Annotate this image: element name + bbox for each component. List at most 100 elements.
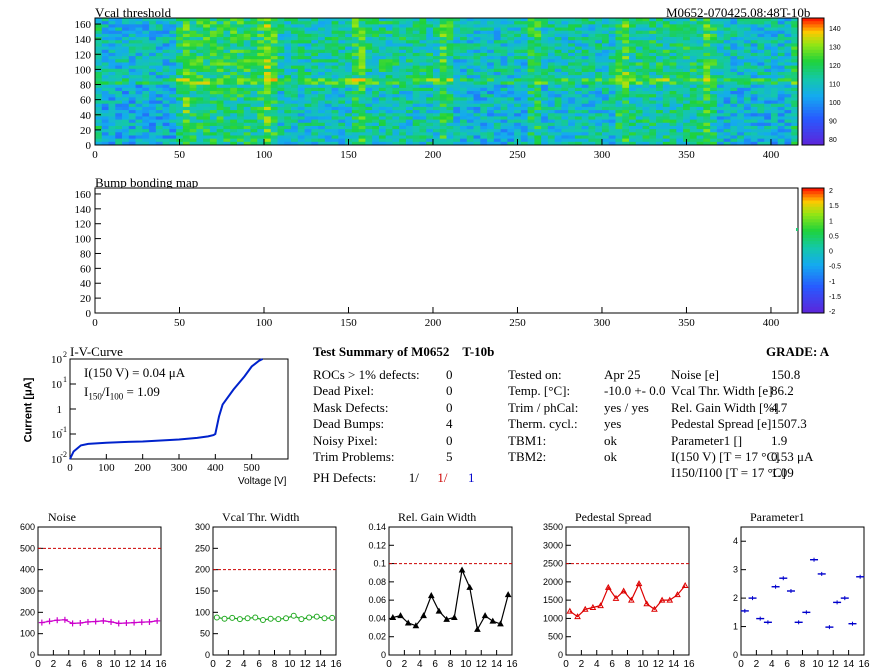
small-chart-xtick-label: 14 xyxy=(315,659,327,670)
vcal-scale-label: 90 xyxy=(829,119,837,126)
small-chart-point xyxy=(674,591,681,598)
summary-right-value: 4.7 xyxy=(771,399,788,415)
small-chart-4 xyxy=(740,526,865,656)
iv-ytick-label: 10 xyxy=(51,354,63,366)
small-chart-point xyxy=(581,605,589,612)
small-chart-ytick-label: 1000 xyxy=(543,613,563,623)
summary-mid-value: ok xyxy=(604,432,617,448)
iv-xtick-label: 500 xyxy=(243,462,260,474)
vcal-map-xtick-label: 100 xyxy=(256,149,273,161)
bump-map-xtick-label: 50 xyxy=(174,317,186,329)
iv-xtick-label: 0 xyxy=(67,462,73,474)
bump-scale-label: 2 xyxy=(829,188,833,195)
small-chart-point xyxy=(635,580,643,587)
small-chart-point xyxy=(229,614,236,621)
small-chart-point xyxy=(313,613,320,620)
small-chart-point xyxy=(443,615,451,622)
vcal-map-ytick-label: 140 xyxy=(75,34,92,46)
summary-left-value: 0 xyxy=(446,432,453,448)
summary-title: Test Summary of M0652 T-10b xyxy=(313,344,494,360)
small-chart-series-line xyxy=(569,582,686,618)
small-chart-xtick-label: 10 xyxy=(812,659,824,670)
small-chart-point xyxy=(397,612,404,619)
small-chart-point xyxy=(666,596,674,603)
small-chart-point xyxy=(404,619,412,626)
ph-defects: PH Defects: 1/ 1/ 1 xyxy=(313,470,474,486)
summary-mid-label: Trim / phCal: xyxy=(508,399,579,415)
bump-map-ytick-label: 20 xyxy=(80,293,92,305)
summary-left-label: Dead Pixel: xyxy=(313,383,375,399)
small-chart-xtick-label: 16 xyxy=(506,659,518,670)
small-chart-point xyxy=(589,603,597,610)
bump-map-frame xyxy=(94,187,799,314)
summary-left-label: Mask Defects: xyxy=(313,399,389,415)
small-chart-ytick-label: 4 xyxy=(733,536,738,546)
small-chart-point xyxy=(504,591,512,598)
small-chart-point xyxy=(604,583,612,590)
small-chart-xtick-label: 4 xyxy=(594,659,600,670)
vcal-map-xtick-label: 350 xyxy=(678,149,695,161)
small-chart-point xyxy=(420,612,427,619)
small-chart-point xyxy=(574,613,581,620)
small-chart-point xyxy=(259,617,266,624)
small-chart-point xyxy=(450,613,458,621)
small-chart-point xyxy=(213,614,220,621)
bump-scale-label: 1.5 xyxy=(829,203,839,210)
small-chart-ytick-label: 0.06 xyxy=(368,595,386,605)
small-chart-point xyxy=(643,600,651,607)
summary-right-label: Noise [e] xyxy=(671,367,720,382)
small-chart-point xyxy=(566,607,574,614)
summary-title-text: Test Summary of M0652 xyxy=(313,344,450,359)
bump-scale-label: 0.5 xyxy=(829,233,839,240)
summary-left-label: Dead Bumps: xyxy=(313,416,385,432)
small-chart-xtick-label: 10 xyxy=(109,659,121,670)
iv-ytick-label: 1 xyxy=(57,404,63,416)
small-chart-ytick-label: 200 xyxy=(20,607,35,617)
small-chart-xtick-label: 14 xyxy=(491,659,503,670)
vcal-map-ytick-label: 0 xyxy=(86,140,92,152)
small-chart-point xyxy=(306,614,313,621)
small-chart-xtick-label: 14 xyxy=(668,659,680,670)
small-chart-xtick-label: 12 xyxy=(828,659,840,670)
vcal-map-ytick-label: 160 xyxy=(75,19,92,31)
small-chart-xtick-label: 4 xyxy=(417,659,423,670)
small-chart-1 xyxy=(212,526,337,656)
small-chart-ytick-label: 500 xyxy=(20,543,35,553)
bump-map-xtick-label: 100 xyxy=(256,317,273,329)
vcal-map-xtick-label: 0 xyxy=(92,149,98,161)
small-chart-xtick-label: 14 xyxy=(843,659,855,670)
small-chart-xtick-label: 0 xyxy=(386,659,392,670)
bump-scale-label: -0.5 xyxy=(829,264,841,271)
iv-annotation-ratio: I150/I100 = 1.09 xyxy=(84,384,160,402)
summary-mid-value: yes xyxy=(604,416,622,432)
small-chart-ytick-label: 1 xyxy=(733,622,738,632)
iv-ytick-label: 10 xyxy=(51,429,63,441)
small-chart-xtick-label: 0 xyxy=(35,659,41,670)
bump-map-xtick-label: 0 xyxy=(92,317,98,329)
summary-mid-label: TBM1: xyxy=(508,432,547,448)
small-chart-ytick-label: 3000 xyxy=(543,540,563,550)
small-chart-xtick-label: 16 xyxy=(858,659,870,670)
bump-scale-label: -1.5 xyxy=(829,294,841,301)
iv-ratio-value: = 1.09 xyxy=(126,384,160,399)
small-chart-ytick-label: 400 xyxy=(20,565,35,575)
small-chart-point xyxy=(427,592,435,599)
summary-right-value: 1507.3 xyxy=(771,416,807,432)
vcal-scale-label: 130 xyxy=(829,45,841,52)
bump-map-ytick-label: 100 xyxy=(75,234,92,246)
summary-right-value: 1.9 xyxy=(771,432,788,448)
small-chart-series-line xyxy=(216,615,333,621)
vcal-heatmap xyxy=(95,18,799,146)
small-chart-frame xyxy=(37,526,162,656)
small-chart-ytick-label: 0 xyxy=(381,650,386,660)
vcal-map-title: Vcal threshold xyxy=(95,5,172,20)
small-chart-ytick-label: 600 xyxy=(20,522,35,532)
bump-map-title: Bump bonding map xyxy=(95,175,199,190)
iv-xtick-label: 400 xyxy=(207,462,224,474)
summary-right-value: 150.8 xyxy=(771,367,801,382)
small-chart-ytick-label: 0.04 xyxy=(368,613,386,623)
small-chart-xtick-label: 12 xyxy=(476,659,488,670)
vcal-map-xtick-label: 400 xyxy=(763,149,780,161)
summary-right-label: Parameter1 [] xyxy=(671,432,743,448)
small-chart-point xyxy=(329,614,336,621)
